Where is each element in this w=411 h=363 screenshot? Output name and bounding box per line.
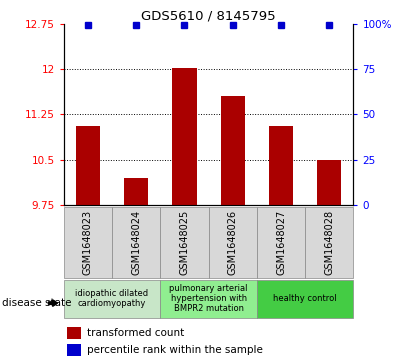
Bar xyxy=(124,178,148,205)
Bar xyxy=(172,68,196,205)
Bar xyxy=(64,280,160,318)
Title: GDS5610 / 8145795: GDS5610 / 8145795 xyxy=(141,9,276,23)
Bar xyxy=(67,327,81,339)
Bar xyxy=(67,344,81,356)
Text: idiopathic dilated
cardiomyopathy: idiopathic dilated cardiomyopathy xyxy=(76,289,148,308)
Bar xyxy=(160,207,209,278)
Text: disease state: disease state xyxy=(2,298,72,308)
Bar xyxy=(257,207,305,278)
Bar xyxy=(112,207,160,278)
Bar xyxy=(257,280,353,318)
Text: healthy control: healthy control xyxy=(273,294,337,303)
Text: percentile rank within the sample: percentile rank within the sample xyxy=(87,345,263,355)
Text: transformed count: transformed count xyxy=(87,328,184,338)
Text: GSM1648028: GSM1648028 xyxy=(324,210,334,275)
Bar xyxy=(305,207,353,278)
Bar xyxy=(221,96,245,205)
Text: pulmonary arterial
hypertension with
BMPR2 mutation: pulmonary arterial hypertension with BMP… xyxy=(169,284,248,314)
Bar xyxy=(269,126,293,205)
Bar xyxy=(209,207,257,278)
Text: GSM1648027: GSM1648027 xyxy=(276,210,286,275)
Text: GSM1648024: GSM1648024 xyxy=(131,210,141,275)
Text: GSM1648023: GSM1648023 xyxy=(83,210,93,275)
Bar xyxy=(160,280,257,318)
Bar xyxy=(64,207,112,278)
Bar xyxy=(76,126,100,205)
Bar xyxy=(317,160,342,205)
Text: GSM1648025: GSM1648025 xyxy=(180,210,189,275)
Text: GSM1648026: GSM1648026 xyxy=(228,210,238,275)
